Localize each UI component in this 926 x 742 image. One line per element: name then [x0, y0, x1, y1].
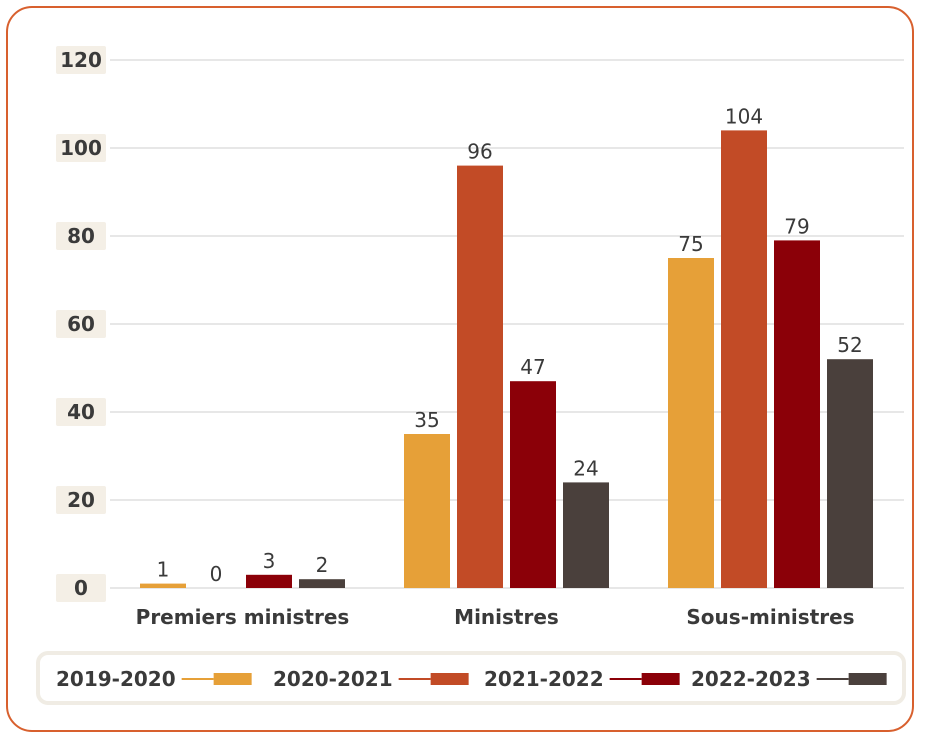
bar — [140, 583, 186, 588]
bar — [827, 359, 873, 588]
legend-label: 2020-2021 — [273, 667, 393, 691]
category-label: Sous-ministres — [686, 605, 854, 629]
bar — [563, 482, 609, 588]
data-label: 79 — [784, 214, 809, 238]
y-tick-box — [56, 134, 106, 162]
data-label: 96 — [467, 140, 492, 164]
legend-label: 2019-2020 — [56, 667, 176, 691]
bar — [721, 130, 767, 588]
data-label: 47 — [520, 355, 545, 379]
data-label: 52 — [837, 333, 862, 357]
data-label: 3 — [263, 549, 276, 573]
y-tick-box — [56, 222, 106, 250]
bar — [774, 240, 820, 588]
category-label: Ministres — [454, 605, 559, 629]
y-tick-label: 100 — [60, 136, 102, 160]
y-tick-label: 80 — [67, 224, 95, 248]
y-tick-box — [56, 398, 106, 426]
bar — [246, 574, 292, 588]
y-tick-box — [56, 46, 106, 74]
data-label: 2 — [316, 553, 329, 577]
y-tick-box — [56, 310, 106, 338]
bar — [457, 165, 503, 588]
legend-swatch — [641, 673, 680, 685]
y-tick-label: 60 — [67, 312, 95, 336]
legend-label: 2022-2023 — [691, 667, 811, 691]
data-label: 75 — [678, 232, 703, 256]
data-label: 104 — [725, 104, 763, 128]
data-label: 0 — [210, 562, 223, 586]
y-tick-box — [56, 574, 106, 602]
legend-box — [36, 651, 906, 705]
y-tick-label: 40 — [67, 400, 95, 424]
y-tick-box — [56, 486, 106, 514]
y-tick-label: 0 — [74, 576, 88, 600]
data-label: 24 — [573, 456, 598, 480]
legend-swatch — [213, 673, 252, 685]
bar — [299, 579, 345, 588]
bar — [404, 434, 450, 588]
category-label: Premiers ministres — [136, 605, 350, 629]
legend-label: 2021-2022 — [484, 667, 604, 691]
legend-swatch — [430, 673, 469, 685]
data-label: 35 — [414, 408, 439, 432]
legend-swatch — [848, 673, 887, 685]
bar — [668, 258, 714, 588]
bar — [510, 381, 556, 588]
y-tick-label: 20 — [67, 488, 95, 512]
data-label: 1 — [157, 558, 170, 582]
y-tick-label: 120 — [60, 48, 102, 72]
